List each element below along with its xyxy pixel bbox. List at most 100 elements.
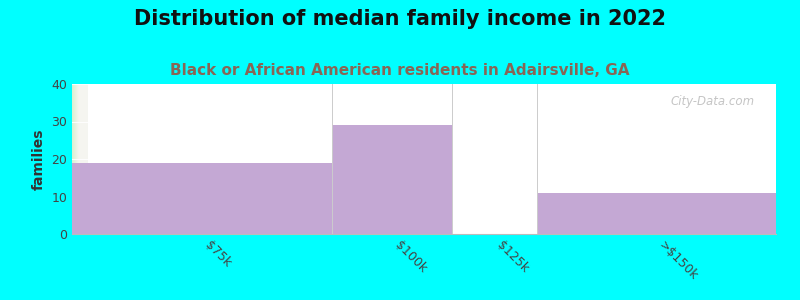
Bar [73,84,80,234]
Bar [78,84,86,234]
Bar [74,84,82,234]
Bar [73,84,79,234]
Bar [72,84,79,234]
Bar [75,84,82,234]
Bar [73,84,80,234]
Bar [74,84,81,234]
Bar [76,84,83,234]
Bar [72,84,79,234]
Bar [73,84,80,234]
Bar [74,84,81,234]
Bar [74,84,82,234]
Bar [74,84,81,234]
Bar [74,84,81,234]
Bar [74,84,82,234]
Bar [74,84,81,234]
Bar [77,84,84,234]
Bar [74,84,82,234]
Bar [77,84,83,234]
Bar [77,84,84,234]
Bar [75,84,82,234]
Bar [75,84,82,234]
Bar [74,84,81,234]
Bar [74,84,81,234]
Bar [76,84,82,234]
Bar [76,84,82,234]
Bar [73,84,80,234]
Bar [74,84,81,234]
Bar [76,84,83,234]
Bar [77,84,84,234]
Bar [76,84,83,234]
Bar [76,84,83,234]
Bar [78,84,86,234]
Bar [73,84,80,234]
Bar [78,84,85,234]
Bar [74,84,81,234]
Bar [78,84,86,234]
Bar [78,84,85,234]
Text: City-Data.com: City-Data.com [670,94,755,107]
Bar [78,84,84,234]
Bar [74,84,82,234]
Bar [72,84,79,234]
Bar [78,84,86,234]
Bar [73,84,80,234]
Bar [74,84,81,234]
Bar [75,84,82,234]
Bar [78,84,85,234]
Bar [73,84,80,234]
Bar [78,84,85,234]
Bar [76,84,83,234]
Bar [76,84,83,234]
Text: Distribution of median family income in 2022: Distribution of median family income in … [134,9,666,29]
Bar [74,84,80,234]
Bar [76,84,83,234]
Bar [78,84,85,234]
Bar [78,84,85,234]
Bar [75,84,82,234]
Y-axis label: families: families [32,128,46,190]
Bar [72,84,79,234]
Bar [78,84,84,234]
Bar [77,84,84,234]
Bar [75,84,82,234]
Bar [333,125,452,234]
Bar [77,84,84,234]
Bar [78,84,86,234]
Bar [75,84,82,234]
Bar [73,84,79,234]
Bar [74,84,82,234]
Bar [74,84,82,234]
Bar [75,84,82,234]
Bar [73,84,80,234]
Bar [78,84,86,234]
Bar [78,84,86,234]
Bar [77,84,84,234]
Bar [79,84,86,234]
Bar [72,163,333,234]
Bar [537,193,776,234]
Bar [75,84,82,234]
Bar [79,84,86,234]
Bar [78,84,85,234]
Bar [75,84,82,234]
Bar [77,84,84,234]
Bar [78,84,86,234]
Bar [78,84,84,234]
Bar [74,84,82,234]
Bar [75,84,82,234]
Bar [78,84,85,234]
Bar [73,84,80,234]
Bar [77,84,83,234]
Bar [76,84,83,234]
Bar [78,84,85,234]
Bar [74,84,80,234]
Bar [77,84,84,234]
Bar [72,84,79,234]
Bar [72,84,79,234]
Bar [77,84,84,234]
Bar [79,84,86,234]
Bar [78,84,85,234]
Bar [76,84,83,234]
